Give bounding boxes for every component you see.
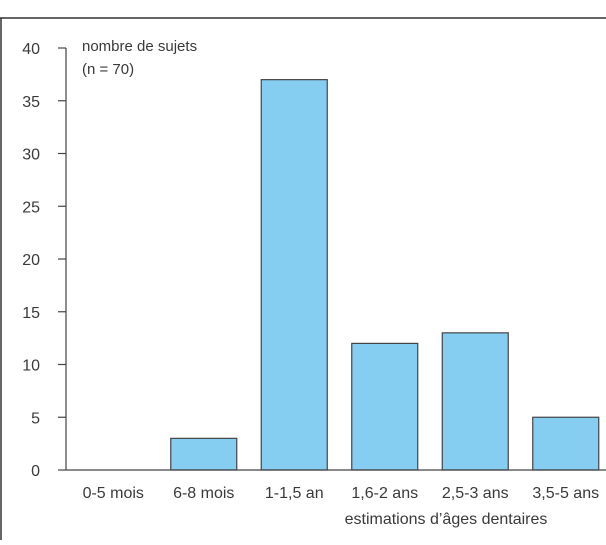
y-tick-label: 10	[22, 358, 40, 375]
bar-2	[170, 437, 238, 471]
y-tick-label: 0	[31, 463, 40, 480]
bar-4	[351, 342, 419, 471]
bar-5	[441, 332, 509, 471]
y-axis-label-line1: nombre de sujets	[82, 38, 197, 55]
x-category-label: 1,6-2 ans	[351, 485, 418, 502]
y-tick-label: 30	[22, 147, 40, 164]
x-category-label: 0-5 mois	[83, 485, 144, 502]
x-axis-label: estimations d’âges dentaires	[345, 511, 548, 528]
x-category-label: 6-8 mois	[173, 485, 234, 502]
x-category-label: 2,5-3 ans	[442, 485, 509, 502]
y-axis: 0 5 10 15 20 25 30 35 40	[22, 41, 67, 480]
y-tick-label: 40	[22, 41, 40, 58]
bar-6	[532, 416, 600, 471]
x-category-label: 3,5-5 ans	[532, 485, 599, 502]
x-category-label: 1-1,5 an	[265, 485, 324, 502]
bars-group	[170, 79, 600, 471]
y-tick-label: 15	[22, 305, 40, 322]
y-tick-label: 35	[22, 94, 40, 111]
y-axis-label-line2: (n = 70)	[82, 61, 134, 78]
y-tick-label: 20	[22, 252, 40, 269]
x-axis: 0-5 mois 6-8 mois 1-1,5 an 1,6-2 ans 2,5-3 a…	[66, 469, 606, 502]
bar-3	[260, 79, 328, 471]
y-tick-label: 25	[22, 199, 40, 216]
y-tick-label: 5	[31, 410, 40, 427]
